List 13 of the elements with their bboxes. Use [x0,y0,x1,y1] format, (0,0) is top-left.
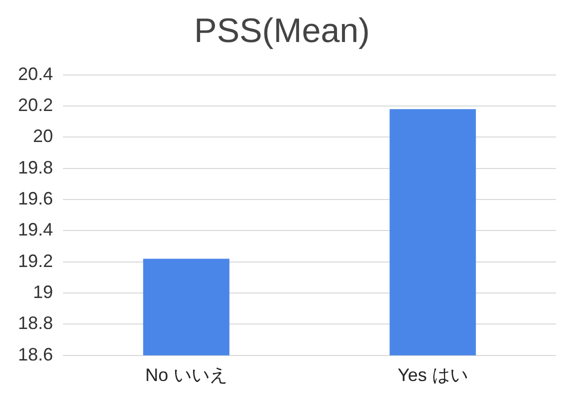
x-tick-label: No いいえ [145,365,228,386]
y-tick-label: 19.6 [18,188,54,208]
y-tick-label: 20.4 [18,64,54,84]
y-tick-label: 20.2 [18,94,54,115]
y-tick-label: 19.4 [18,220,54,240]
y-tick-label: 18.8 [18,313,54,334]
y-tick-label: 19.2 [18,250,54,271]
chart-title: PSS(Mean) [194,12,370,50]
y-tick-label: 18.6 [18,344,54,364]
y-tick-label: 20 [33,126,54,146]
y-tick-label: 19.8 [18,157,54,178]
y-tick-label: 19 [33,282,54,302]
x-tick-label: Yes はい [398,365,468,386]
